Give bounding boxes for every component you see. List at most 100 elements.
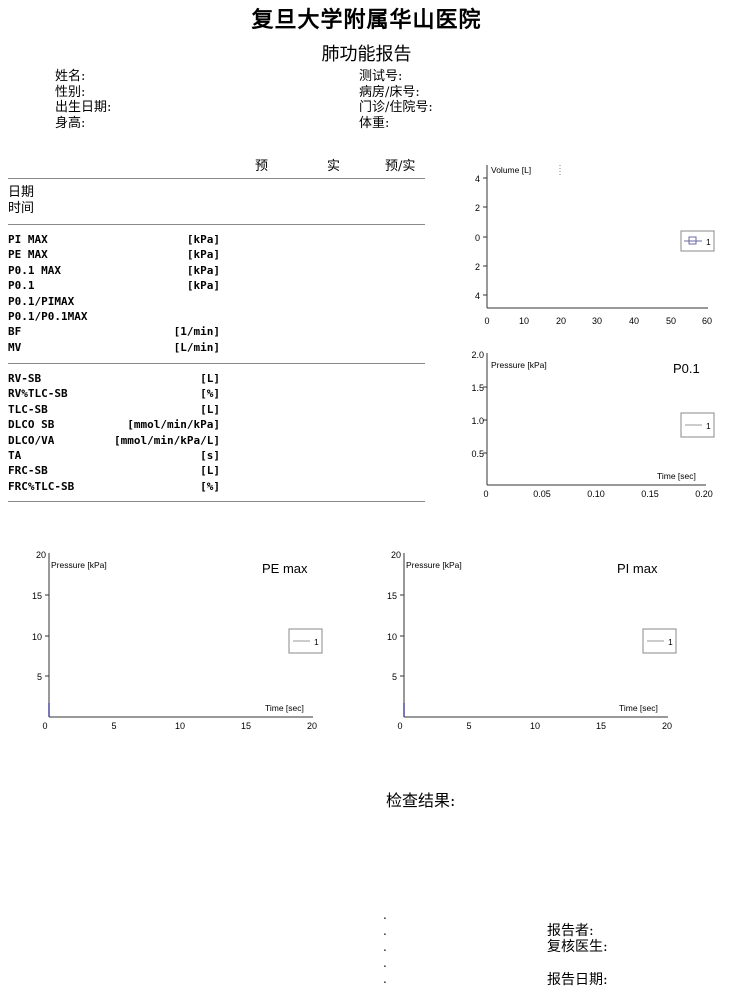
x-tick-label: 0 xyxy=(483,489,488,499)
y-tick-label: 0 xyxy=(475,233,480,243)
hospital-name: 复旦大学附属华山医院 xyxy=(251,7,482,33)
y-tick-label: 10 xyxy=(387,632,397,642)
y-tick-label: 20 xyxy=(36,550,46,560)
x-tick-label: 15 xyxy=(596,721,606,731)
parameter-row: MV [L/min] xyxy=(8,341,220,356)
parameter-row: PI MAX [kPa] xyxy=(8,233,220,248)
parameter-name: PE MAX xyxy=(8,248,48,262)
legend-label: 1 xyxy=(706,237,711,247)
legend-label: 1 xyxy=(668,637,673,647)
x-tick-label: 15 xyxy=(241,721,251,731)
parameter-row: DLCO SB [mmol/min/kPa] xyxy=(8,418,220,433)
p01-chart: 2.0 1.5 1.0 0.5 0 0.05 0.10 0.15 0.20 Pr… xyxy=(458,345,723,505)
parameter-row: P0.1 MAX [kPa] xyxy=(8,264,220,279)
divider xyxy=(8,363,425,364)
x-axis-label: Time [sec] xyxy=(657,471,696,481)
parameter-name: FRC%TLC-SB xyxy=(8,479,75,493)
volume-chart: 4 2 0 2 4 0 10 20 30 40 50 60 Volume [L]… xyxy=(458,155,723,335)
parameter-row: TLC-SB [L] xyxy=(8,403,220,418)
chart-title: PE max xyxy=(262,561,308,576)
parameter-name: MV xyxy=(8,340,22,354)
date-time-labels: 日期 时间 xyxy=(8,185,34,216)
x-tick-label: 0.20 xyxy=(695,489,713,499)
parameter-name: TA xyxy=(8,449,22,462)
x-tick-label: 50 xyxy=(666,316,676,326)
x-tick-label: 10 xyxy=(175,721,185,731)
parameter-name: TLC-SB xyxy=(8,402,48,416)
parameter-unit: [kPa] xyxy=(186,248,220,262)
x-axis-label: Time [sec] xyxy=(619,703,658,713)
dot-marker: . xyxy=(383,924,387,938)
y-tick-label: 2.0 xyxy=(471,350,484,360)
dot-marker: . xyxy=(383,956,387,970)
parameter-unit: [L/min] xyxy=(173,340,220,354)
y-ticks: 4 2 0 2 4 xyxy=(475,174,487,301)
clinic-inpatient-label: 门诊/住院号: xyxy=(359,100,433,115)
x-tick-label: 0 xyxy=(42,721,47,731)
legend-label: 1 xyxy=(314,637,319,647)
y-tick-label: 1.5 xyxy=(471,383,484,393)
birthdate-label: 出生日期: xyxy=(55,100,112,115)
x-tick-label: 0.15 xyxy=(641,489,659,499)
parameter-name: P0.1/PIMAX xyxy=(8,294,75,308)
x-tick-label: 20 xyxy=(662,721,672,731)
parameter-row: P0.1/PIMAX xyxy=(8,295,220,310)
parameter-unit: [mmol/min/kPa/L] xyxy=(114,433,220,447)
parameter-unit: [L] xyxy=(200,372,220,385)
legend: 1 xyxy=(288,628,323,654)
date-label: 日期 xyxy=(8,185,35,200)
x-tick-label: 5 xyxy=(466,721,471,731)
dot-list: . . . . . xyxy=(383,907,387,987)
x-tick-label: 0 xyxy=(397,721,402,731)
parameter-name: PI MAX xyxy=(8,233,48,246)
y-tick-label: 15 xyxy=(387,591,397,601)
x-tick-label: 10 xyxy=(519,316,529,326)
parameter-unit: [L] xyxy=(200,464,220,478)
y-tick-label: 15 xyxy=(32,591,42,601)
dot-marker: . xyxy=(383,940,387,954)
parameter-unit: [kPa] xyxy=(186,233,220,246)
parameter-unit: [L] xyxy=(200,402,220,416)
x-tick-label: 60 xyxy=(702,316,712,326)
pi-max-chart: 20 15 10 5 0 5 10 15 20 Pressure [kPa] T… xyxy=(375,545,685,735)
chart-title: P0.1 xyxy=(673,361,700,376)
x-axis-label: Time [sec] xyxy=(265,703,304,713)
parameter-row: RV%TLC-SB [%] xyxy=(8,387,220,402)
y-tick-label: 5 xyxy=(392,672,397,682)
y-tick-label: 10 xyxy=(32,632,42,642)
chart-title: PI max xyxy=(617,561,658,576)
x-tick-label: 30 xyxy=(592,316,602,326)
divider xyxy=(8,501,425,502)
report-title: 肺功能报告 xyxy=(321,44,412,65)
parameter-name: RV-SB xyxy=(8,372,42,385)
parameter-name: BF xyxy=(8,325,22,339)
x-tick-label: 5 xyxy=(111,721,116,731)
parameter-unit: [kPa] xyxy=(186,279,220,293)
y-tick-label: 1.0 xyxy=(471,416,484,426)
x-tick-label: 40 xyxy=(629,316,639,326)
dot-marker: . xyxy=(383,972,387,986)
reviewer-label: 复核医生: xyxy=(547,939,608,955)
x-tick-label: 20 xyxy=(307,721,317,731)
height-label: 身高: xyxy=(55,115,86,131)
parameter-name: DLCO/VA xyxy=(8,433,55,447)
x-tick-label: 10 xyxy=(530,721,540,731)
x-ticks: 0 10 20 30 40 50 60 xyxy=(484,316,712,326)
y-axis-label: Pressure [kPa] xyxy=(51,560,107,570)
results-label: 检查结果: xyxy=(386,791,456,810)
y-tick-label: 2 xyxy=(475,262,480,272)
legend: 1 xyxy=(642,628,677,654)
parameter-row: RV-SB [L] xyxy=(8,372,220,387)
patient-info-left: 姓名: 性别: 出生日期: 身高: xyxy=(55,69,111,131)
y-axis-label: Volume [L] xyxy=(491,165,531,175)
legend: 1 xyxy=(680,412,715,438)
time-label: 时间 xyxy=(8,200,35,216)
parameter-name: P0.1 MAX xyxy=(8,263,61,277)
report-date-label: 报告日期: xyxy=(547,972,608,988)
y-axis-label: Pressure [kPa] xyxy=(406,560,462,570)
parameter-unit: [s] xyxy=(200,449,220,462)
parameter-row: P0.1 [kPa] xyxy=(8,279,220,294)
parameter-name: P0.1 xyxy=(8,279,35,293)
x-tick-label: 0 xyxy=(484,316,489,326)
name-label: 姓名: xyxy=(55,69,86,84)
